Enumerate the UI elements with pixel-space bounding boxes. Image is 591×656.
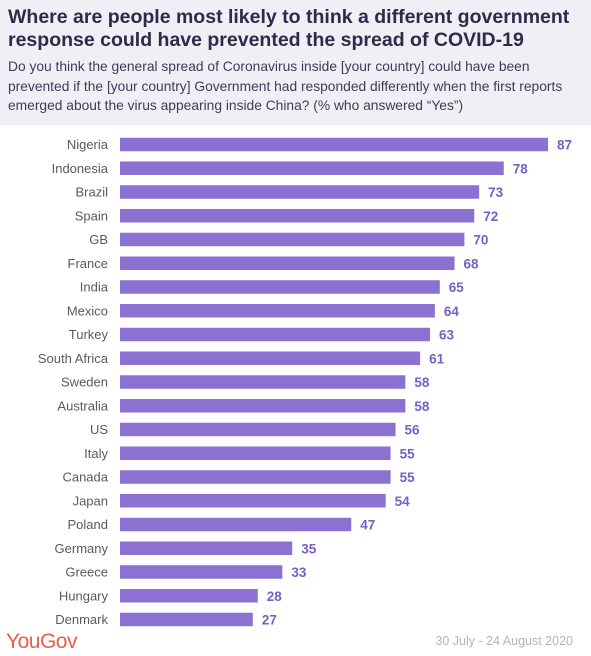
value-label-nigeria: 87 [557,138,572,153]
value-label-germany: 35 [301,541,317,556]
category-label-turkey: Turkey [69,327,109,342]
chart-subtitle: Do you think the general spread of Coron… [8,59,563,113]
value-label-italy: 55 [400,446,416,461]
bar-spain [120,209,475,223]
category-label-gb: GB [89,232,108,247]
value-label-poland: 47 [360,518,375,533]
value-label-gb: 70 [473,233,488,248]
value-label-greece: 33 [291,565,307,580]
bar-turkey [120,327,430,342]
bar-nigeria [120,137,549,152]
value-label-spain: 72 [483,209,498,224]
bar-indonesia [120,161,504,175]
bar-mexico [120,304,435,318]
value-label-turkey: 63 [439,328,455,343]
value-label-us: 56 [405,423,421,438]
category-label-brazil: Brazil [75,185,108,200]
category-label-canada: Canada [62,470,108,485]
value-label-hungary: 28 [267,589,283,604]
category-label-australia: Australia [57,398,108,413]
value-label-sweden: 58 [414,375,430,390]
value-label-mexico: 64 [444,304,460,319]
bar-japan [120,494,386,508]
yougov-logo: YouGov [6,630,77,653]
bar-brazil [120,185,480,199]
bar-canada [120,470,391,484]
category-label-italy: Italy [84,446,108,461]
bar-us [120,422,396,437]
category-label-france: France [68,256,108,271]
category-label-mexico: Mexico [67,303,108,318]
value-label-france: 68 [464,256,480,271]
bar-sweden [120,375,406,389]
category-label-germany: Germany [55,541,109,556]
value-label-denmark: 27 [262,613,277,628]
bar-denmark [120,612,253,627]
date-range: 30 July - 24 August 2020 [435,634,573,648]
category-label-south-africa: South Africa [38,351,109,366]
value-label-indonesia: 78 [513,161,529,176]
category-label-india: India [80,280,109,295]
category-label-hungary: Hungary [59,588,109,603]
bar-chart: Nigeria 87 Indonesia 78 Brazil 73 Spain 72 GB 70 F… [38,137,572,628]
bar-germany [120,541,293,555]
bar-australia [120,399,406,413]
category-label-japan: Japan [73,493,108,508]
category-label-greece: Greece [65,565,108,580]
header-panel: Where are people most likely to think a … [0,0,591,125]
value-label-brazil: 73 [488,185,504,200]
bar-greece [120,565,283,579]
category-label-indonesia: Indonesia [52,161,109,176]
category-label-poland: Poland [68,517,108,532]
value-label-canada: 55 [400,470,416,485]
value-label-south-africa: 61 [429,351,445,366]
bar-france [120,256,455,270]
category-label-sweden: Sweden [61,375,108,390]
bar-india [120,280,440,294]
chart-title: Where are people most likely to think a … [8,6,570,51]
bar-hungary [120,589,258,603]
bar-poland [120,517,352,532]
category-label-us: US [90,422,108,437]
bar-gb [120,232,465,247]
category-label-denmark: Denmark [55,612,108,627]
category-label-nigeria: Nigeria [67,137,109,152]
bar-italy [120,446,391,460]
value-label-japan: 54 [395,494,411,509]
value-label-australia: 58 [414,399,430,414]
value-label-india: 65 [449,280,465,295]
bar-south-africa [120,351,421,365]
category-label-spain: Spain [75,208,108,223]
